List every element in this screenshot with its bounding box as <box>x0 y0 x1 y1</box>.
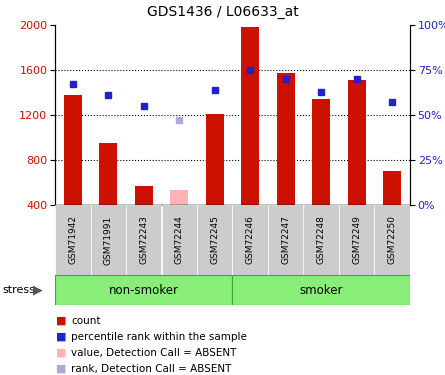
Text: ■: ■ <box>56 348 66 358</box>
Bar <box>197 205 232 275</box>
Text: GSM72246: GSM72246 <box>246 216 255 264</box>
Bar <box>277 74 295 205</box>
Bar <box>384 171 401 205</box>
Text: non-smoker: non-smoker <box>109 284 179 297</box>
Text: GSM72244: GSM72244 <box>175 216 184 264</box>
Bar <box>99 143 117 205</box>
Bar <box>312 99 330 205</box>
Bar <box>232 275 410 305</box>
Text: ▶: ▶ <box>33 284 43 297</box>
Text: stress: stress <box>2 285 35 295</box>
Bar <box>206 114 224 205</box>
Text: GSM72247: GSM72247 <box>281 216 290 264</box>
Text: percentile rank within the sample: percentile rank within the sample <box>71 332 247 342</box>
Bar <box>135 186 153 205</box>
Bar <box>375 205 410 275</box>
Text: rank, Detection Call = ABSENT: rank, Detection Call = ABSENT <box>71 364 231 374</box>
Text: GSM72248: GSM72248 <box>317 216 326 264</box>
Bar <box>339 205 375 275</box>
Text: smoker: smoker <box>299 284 343 297</box>
Text: value, Detection Call = ABSENT: value, Detection Call = ABSENT <box>71 348 237 358</box>
Bar <box>162 205 197 275</box>
Bar <box>348 80 366 205</box>
Text: GSM72243: GSM72243 <box>139 216 148 264</box>
Bar <box>170 190 188 205</box>
Bar <box>90 205 126 275</box>
Text: GDS1436 / L06633_at: GDS1436 / L06633_at <box>146 5 299 19</box>
Text: count: count <box>71 316 101 326</box>
Text: GSM72250: GSM72250 <box>388 216 397 264</box>
Text: GSM71991: GSM71991 <box>104 215 113 265</box>
Bar <box>268 205 303 275</box>
Text: GSM72245: GSM72245 <box>210 216 219 264</box>
Bar <box>55 205 90 275</box>
Bar <box>303 205 339 275</box>
Bar <box>126 205 162 275</box>
Text: ■: ■ <box>56 316 66 326</box>
Text: ■: ■ <box>56 364 66 374</box>
Bar <box>241 27 259 205</box>
Text: GSM72249: GSM72249 <box>352 216 361 264</box>
Text: GSM71942: GSM71942 <box>68 216 77 264</box>
Bar <box>232 205 268 275</box>
Text: ■: ■ <box>56 332 66 342</box>
Bar <box>64 95 81 205</box>
Bar <box>55 275 232 305</box>
